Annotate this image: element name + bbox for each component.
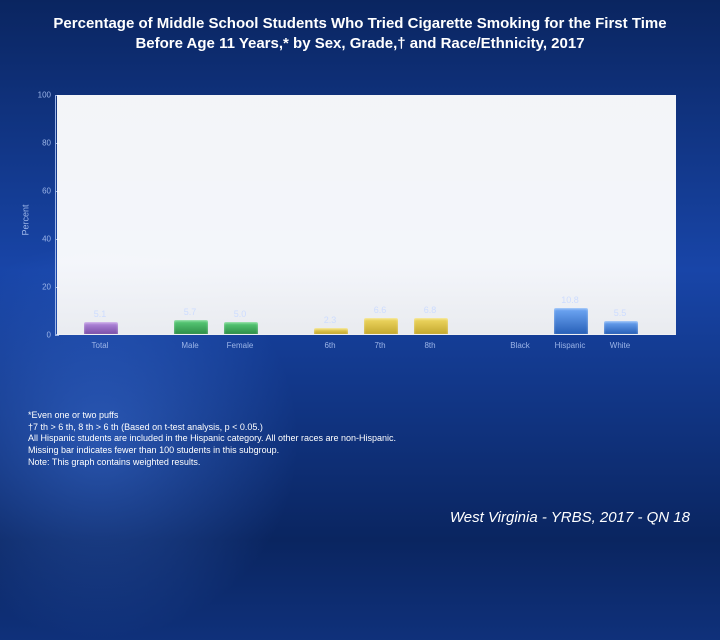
- bar: [604, 321, 638, 334]
- footnote-line: All Hispanic students are included in th…: [28, 433, 396, 445]
- x-tick-label: 8th: [400, 341, 460, 350]
- footnote-line: Missing bar indicates fewer than 100 stu…: [28, 445, 396, 457]
- footnote-line: Note: This graph contains weighted resul…: [28, 457, 396, 469]
- y-tick-label: 20: [42, 283, 51, 292]
- y-axis: 020406080100: [37, 95, 55, 335]
- y-axis-label: Percent: [21, 204, 31, 235]
- y-tick-label: 100: [38, 91, 51, 100]
- x-tick-label: Female: [210, 341, 270, 350]
- bar: [364, 318, 398, 334]
- y-tick-label: 0: [47, 331, 51, 340]
- x-tick-label: White: [590, 341, 650, 350]
- bar-value-label: 6.8: [410, 305, 450, 315]
- bar: [174, 320, 208, 334]
- bar-value-label: 5.7: [170, 307, 210, 317]
- y-tick-label: 60: [42, 187, 51, 196]
- bar: [554, 308, 588, 334]
- chart-title: Percentage of Middle School Students Who…: [0, 0, 720, 59]
- source-citation: West Virginia - YRBS, 2017 - QN 18: [450, 509, 690, 526]
- bar-value-label: 10.8: [550, 295, 590, 305]
- bar-value-label: 2.3: [310, 315, 350, 325]
- x-tick-label: Total: [70, 341, 130, 350]
- bar: [84, 322, 118, 334]
- footnote-line: †7 th > 6 th, 8 th > 6 th (Based on t-te…: [28, 422, 396, 434]
- footnotes: *Even one or two puffs†7 th > 6 th, 8 th…: [28, 410, 396, 468]
- footnote-line: *Even one or two puffs: [28, 410, 396, 422]
- y-tick-mark: [55, 335, 59, 336]
- bar-value-label: 5.0: [220, 309, 260, 319]
- bar-value-label: 5.1: [80, 309, 120, 319]
- bar: [314, 328, 348, 334]
- bar-value-label: 5.5: [600, 308, 640, 318]
- bar-value-label: 6.6: [360, 305, 400, 315]
- y-tick-label: 80: [42, 139, 51, 148]
- bar: [224, 322, 258, 334]
- chart-area: Percent 020406080100 TotalMaleFemale6th7…: [55, 95, 675, 375]
- bar: [414, 318, 448, 334]
- y-tick-label: 40: [42, 235, 51, 244]
